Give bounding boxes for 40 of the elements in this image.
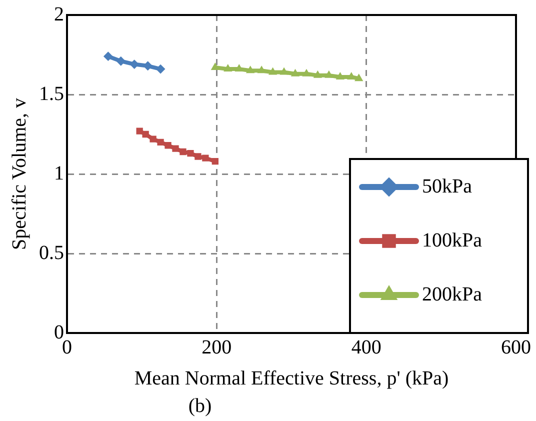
point: [202, 154, 209, 162]
point: [142, 130, 149, 138]
y-tick-label: 2: [54, 3, 64, 26]
x-tick-label: 200: [202, 336, 232, 358]
point: [194, 153, 202, 160]
text: (b): [187, 395, 213, 418]
point: [354, 74, 363, 82]
y-tick-label: 1.5: [39, 82, 64, 105]
point: [150, 136, 156, 142]
point: [324, 70, 333, 78]
point: [268, 68, 277, 75]
point: [291, 69, 300, 76]
legend-label: 100kPa: [422, 229, 482, 252]
y-tick-label: 0.5: [39, 242, 64, 264]
point: [246, 66, 254, 74]
x-axis-title: Mean Normal Effective Stress, p' (kPa): [134, 367, 449, 390]
point: [212, 158, 218, 165]
point: [314, 70, 322, 78]
point: [336, 72, 344, 80]
point: [164, 142, 172, 149]
point: [136, 128, 143, 134]
point: [116, 56, 126, 66]
point: [180, 148, 186, 156]
point: [187, 150, 194, 157]
point: [172, 145, 179, 152]
point: [224, 64, 232, 72]
point: [302, 69, 310, 76]
y-tick-label: 0: [54, 321, 64, 344]
point: [280, 68, 288, 75]
point: [156, 64, 166, 74]
point: [157, 138, 164, 146]
y-axis-title: Specific Volume, v: [8, 98, 30, 250]
y-tick-label: 1: [54, 162, 64, 184]
point: [258, 66, 266, 74]
x-tick-label: 600: [501, 336, 531, 358]
legend-label: 200kPa: [422, 283, 482, 306]
point: [104, 52, 113, 61]
legend-label: 50kPa: [422, 175, 472, 198]
x-tick-label: 400: [351, 336, 382, 358]
point: [211, 62, 220, 70]
